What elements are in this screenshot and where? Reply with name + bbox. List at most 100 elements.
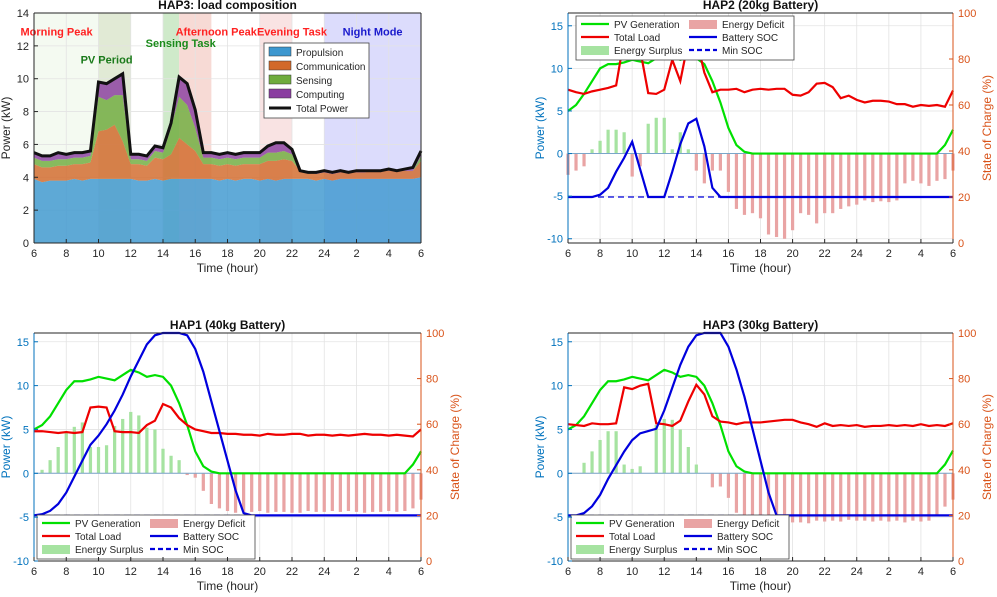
bar-energy-deficit xyxy=(919,153,923,184)
bar-energy-deficit xyxy=(306,473,310,512)
legend-entry: PV Generation xyxy=(614,20,680,31)
legend: PV Generation Energy Deficit Total Load Bat… xyxy=(570,514,790,560)
bar-energy-deficit xyxy=(346,473,351,512)
bar-energy-surplus xyxy=(614,129,618,154)
y-tick-label: 10 xyxy=(17,381,29,393)
bar-energy-deficit xyxy=(726,153,731,192)
bar-energy-deficit xyxy=(871,153,875,203)
x-tick-label: 2 xyxy=(353,566,359,578)
bar-energy-surplus xyxy=(153,429,157,474)
x-tick-label: 6 xyxy=(418,248,424,260)
y-tick-label: 2 xyxy=(23,205,29,217)
series-line-total-power xyxy=(33,71,423,174)
y2-tick-label: 80 xyxy=(958,54,970,66)
bar-energy-deficit xyxy=(250,473,254,512)
legend-box xyxy=(36,514,256,560)
x-tick-label: 6 xyxy=(31,566,37,578)
bar-energy-surplus xyxy=(598,140,602,154)
x-tick-label: 20 xyxy=(254,566,266,578)
bar-energy-deficit xyxy=(847,473,851,520)
y-tick-label: -5 xyxy=(553,512,563,524)
x-tick-label: 8 xyxy=(63,248,69,260)
series-area-sensing xyxy=(34,95,421,174)
legend-entry: Sensing xyxy=(296,76,332,87)
bar-energy-deficit xyxy=(201,473,205,491)
y2-tick-label: 20 xyxy=(958,510,970,522)
bar-energy-deficit xyxy=(935,473,939,515)
legend-swatch xyxy=(268,46,292,57)
y2-tick-label: 80 xyxy=(958,374,970,386)
x-tick-label: 22 xyxy=(819,248,831,260)
y-tick-label: -10 xyxy=(13,556,29,568)
bar-energy-deficit xyxy=(903,153,907,184)
bar-energy-deficit xyxy=(807,473,811,524)
bar-energy-deficit xyxy=(354,473,359,512)
series-area-propulsion xyxy=(34,177,421,243)
bar-energy-surplus xyxy=(622,132,626,154)
y2-tick-label: 20 xyxy=(426,510,438,522)
bar-energy-deficit xyxy=(903,473,907,523)
bar-energy-surplus xyxy=(638,466,642,474)
bar-energy-deficit xyxy=(274,473,278,512)
bar-energy-surplus xyxy=(670,419,674,474)
y-tick-label: 15 xyxy=(551,337,563,349)
bar-energy-surplus xyxy=(598,439,602,474)
bar-energy-surplus xyxy=(56,447,60,474)
y-tick-label: 0 xyxy=(23,238,29,250)
bar-energy-deficit xyxy=(726,473,731,498)
bar-energy-surplus xyxy=(694,464,698,474)
bar-energy-deficit xyxy=(702,153,706,184)
bar-energy-surplus xyxy=(137,415,141,474)
bar-energy-surplus xyxy=(145,427,149,474)
period-label: PV Period xyxy=(81,54,133,66)
bar-energy-deficit xyxy=(782,473,787,525)
bar-energy-deficit xyxy=(209,473,213,504)
y2-tick-label: 20 xyxy=(958,192,970,204)
legend: Propulsion Communication Sensing Computing T… xyxy=(263,42,370,119)
y2-tick-label: 40 xyxy=(958,465,970,477)
legend-entry: Energy Deficit xyxy=(183,519,245,530)
y2-tick-label: 60 xyxy=(426,419,438,431)
bar-energy-deficit xyxy=(258,473,262,512)
y-tick-label: 14 xyxy=(17,8,29,20)
legend-entry: Battery SOC xyxy=(722,33,778,44)
y-axis-label: Power (kW) xyxy=(533,97,547,160)
series-line-pv-generation xyxy=(33,368,422,475)
bar-energy-deficit xyxy=(863,153,867,201)
chart-hap2: PV Generation Energy Deficit Total Load Bat… xyxy=(533,0,994,275)
bar-energy-surplus xyxy=(40,469,44,474)
x-tick-label: 10 xyxy=(626,248,638,260)
bar-energy-deficit xyxy=(855,473,859,521)
bar-energy-deficit xyxy=(839,153,843,209)
y2-tick-label: 60 xyxy=(958,100,970,112)
period-label: Afternoon Peak xyxy=(176,27,258,39)
bar-energy-deficit xyxy=(403,473,407,512)
x-tick-label: 12 xyxy=(658,566,670,578)
bar-energy-surplus xyxy=(80,422,84,474)
bar-energy-deficit xyxy=(774,473,779,527)
bar-energy-deficit xyxy=(750,153,755,214)
x-tick-label: 14 xyxy=(690,566,702,578)
x-tick-label: 8 xyxy=(597,566,603,578)
x-tick-label: 2 xyxy=(886,566,892,578)
legend-box xyxy=(575,15,795,61)
legend-entry: Min SOC xyxy=(717,545,758,556)
y-tick-label: 0 xyxy=(557,468,563,480)
legend-entry: Total Power xyxy=(296,104,349,115)
y2-tick-label: 100 xyxy=(958,328,976,340)
x-tick-label: 24 xyxy=(851,566,863,578)
bar-energy-deficit xyxy=(790,473,795,523)
legend-entry: Total Load xyxy=(614,33,660,44)
series-line-battery-soc xyxy=(568,117,953,199)
bar-energy-deficit xyxy=(282,473,286,512)
x-tick-label: 24 xyxy=(851,248,863,260)
bar-energy-deficit xyxy=(943,153,947,180)
bar-energy-deficit xyxy=(290,473,294,513)
x-tick-label: 6 xyxy=(950,566,956,578)
bar-energy-deficit xyxy=(815,153,819,224)
x-tick-label: 14 xyxy=(157,566,169,578)
y-tick-label: 15 xyxy=(551,21,563,33)
bar-energy-deficit xyxy=(943,473,947,507)
bar-energy-deficit xyxy=(718,153,722,171)
